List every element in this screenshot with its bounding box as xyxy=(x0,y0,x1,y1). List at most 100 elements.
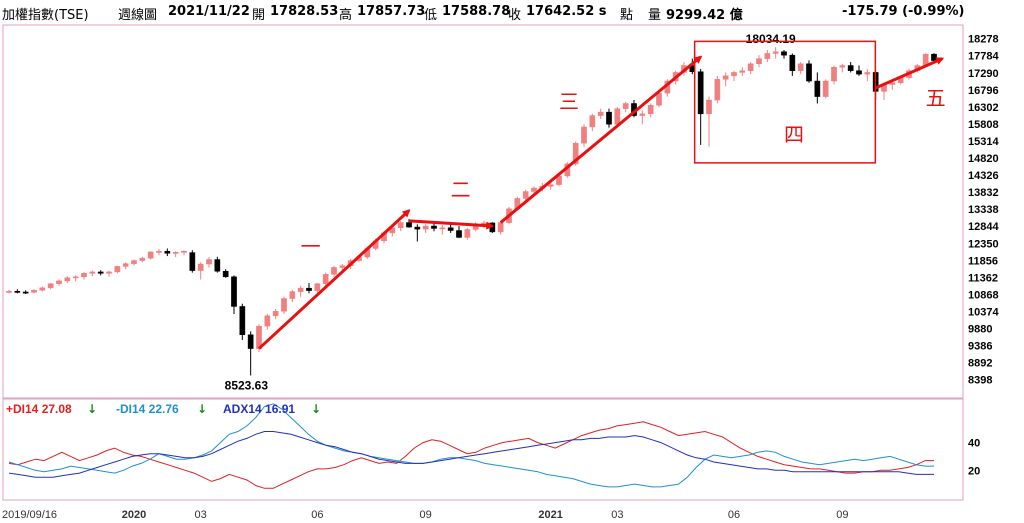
candle-body xyxy=(431,225,437,229)
candle-body xyxy=(231,276,237,307)
candle-body xyxy=(156,250,162,253)
candle-body xyxy=(72,276,79,279)
candle-body xyxy=(589,115,596,128)
candle-body xyxy=(164,250,171,254)
candle-body xyxy=(447,227,454,231)
candle-body xyxy=(239,306,246,336)
candle-body xyxy=(756,58,762,65)
wave-label-one: 一 xyxy=(301,235,321,259)
x-tick-label: 09 xyxy=(420,509,432,521)
candle-body xyxy=(839,65,846,68)
candle-body xyxy=(497,222,504,233)
y-tick-label: 15314 xyxy=(968,136,999,148)
open-value: 17828.53 xyxy=(270,4,339,19)
candle-body xyxy=(456,230,462,238)
candle-body xyxy=(764,53,771,59)
candle-body xyxy=(322,274,329,284)
candle-body xyxy=(789,54,796,71)
candle-body xyxy=(64,277,71,282)
candle-body xyxy=(464,229,471,238)
y-tick-label: 14326 xyxy=(968,170,999,182)
index-name: 加權指數(TSE) xyxy=(2,8,89,23)
candle-body xyxy=(339,265,346,268)
y-tick-label: 14820 xyxy=(968,153,999,165)
y-tick-label: 11856 xyxy=(968,255,998,267)
high-label: 高 xyxy=(339,8,353,23)
candle-body xyxy=(439,227,446,230)
candle-body xyxy=(222,271,229,278)
candle-body xyxy=(122,263,129,267)
candle-body xyxy=(281,298,287,312)
candle-body xyxy=(714,79,721,101)
candle-body xyxy=(847,65,854,71)
candle-body xyxy=(172,252,179,254)
candle-body xyxy=(856,70,862,75)
y-tick-label: 15808 xyxy=(968,119,999,131)
open-label: 開 xyxy=(252,8,266,23)
trend-arrow-five xyxy=(875,57,945,90)
quote-date: 2021/11/22 xyxy=(168,4,250,19)
x-tick-label: 03 xyxy=(195,509,207,521)
volume-value: 9299.42 億 xyxy=(666,8,743,23)
candle-body xyxy=(264,315,271,327)
y-tick-label: 9880 xyxy=(968,324,992,336)
adx-legend: ADX14 16.91 xyxy=(223,402,295,416)
candle-body xyxy=(31,289,37,293)
wave-label-four: 四 xyxy=(784,122,804,146)
candle-body xyxy=(781,51,787,56)
candle-body xyxy=(289,291,296,299)
candle-body xyxy=(14,291,21,293)
x-tick-label: 06 xyxy=(728,509,740,521)
candle-body xyxy=(547,184,554,187)
dmi-line-di14 xyxy=(8,421,934,489)
candle-body xyxy=(522,191,529,199)
candle-body xyxy=(139,257,146,261)
candle-body xyxy=(706,99,712,115)
candle-body xyxy=(306,287,312,291)
candle-body xyxy=(89,271,96,274)
y-tick-label: 18278 xyxy=(968,34,999,46)
candle-body xyxy=(822,80,829,97)
candle-body xyxy=(331,267,337,275)
candle-body xyxy=(747,63,754,71)
candle-body xyxy=(422,225,429,230)
candle-body xyxy=(197,263,204,271)
candle-body xyxy=(414,226,421,230)
dmi-y-tick-label: 40 xyxy=(968,438,980,450)
candle-body xyxy=(931,53,937,61)
y-tick-label: 17784 xyxy=(968,51,999,63)
y-tick-label: 10374 xyxy=(968,307,999,319)
candle-body xyxy=(181,250,187,253)
candle-body xyxy=(831,66,837,82)
candle-body xyxy=(864,72,871,75)
candle-body xyxy=(214,259,221,272)
candle-body xyxy=(247,334,254,349)
candle-body xyxy=(114,266,121,273)
candle-body xyxy=(397,222,404,229)
y-tick-label: 12844 xyxy=(968,221,999,233)
candle-body xyxy=(97,271,104,274)
dmi-y-tick-label: 20 xyxy=(968,465,980,477)
consolidation-box xyxy=(693,40,877,164)
period-label: 週線圖 xyxy=(118,8,158,23)
candle-body xyxy=(206,259,212,265)
pdi-arrow-icon: ↓ xyxy=(87,402,97,416)
adx-arrow-icon: ↓ xyxy=(311,402,321,416)
candle-body xyxy=(697,71,704,115)
dmi-panel-frame xyxy=(2,398,964,501)
candle-body xyxy=(189,252,196,271)
candle-body xyxy=(47,283,54,289)
candle-body xyxy=(406,222,412,228)
x-tick-label: 06 xyxy=(311,509,323,521)
x-tick-label: 09 xyxy=(836,509,848,521)
x-tick-label: 03 xyxy=(611,509,623,521)
candle-body xyxy=(806,63,812,82)
points-label: 點 xyxy=(620,8,634,23)
y-tick-label: 16796 xyxy=(968,85,999,97)
low-value: 17588.78 xyxy=(442,4,511,19)
low-price-label: 8523.63 xyxy=(225,378,269,392)
candle-body xyxy=(772,51,779,54)
change-value: -175.79 (-0.99%) xyxy=(842,4,965,19)
